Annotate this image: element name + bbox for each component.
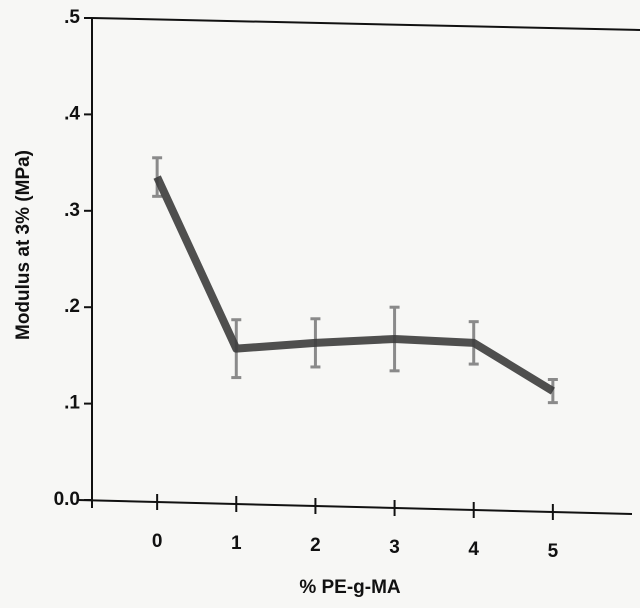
x-tick-label: 3 xyxy=(389,537,400,558)
plot-frame-top xyxy=(91,17,640,31)
x-tick-label: 4 xyxy=(468,539,479,560)
x-axis-label: % PE-g-MA xyxy=(299,577,401,598)
x-axis xyxy=(77,499,633,515)
data-line xyxy=(153,175,555,395)
y-tick-label: .2 xyxy=(64,296,80,317)
y-tick-label: 0.0 xyxy=(54,489,80,510)
x-tick-label: 2 xyxy=(310,535,321,556)
y-tick-label: .4 xyxy=(64,103,80,124)
y-tick-label: .3 xyxy=(64,200,80,221)
x-tick-label: 1 xyxy=(231,533,242,554)
y-tick-label: .1 xyxy=(64,393,80,414)
y-tick-label: .5 xyxy=(64,7,80,28)
x-tick-label: 5 xyxy=(548,541,559,562)
x-tick-label: 0 xyxy=(152,531,163,552)
y-axis-label: Modulus at 3% (MPa) xyxy=(13,150,34,340)
